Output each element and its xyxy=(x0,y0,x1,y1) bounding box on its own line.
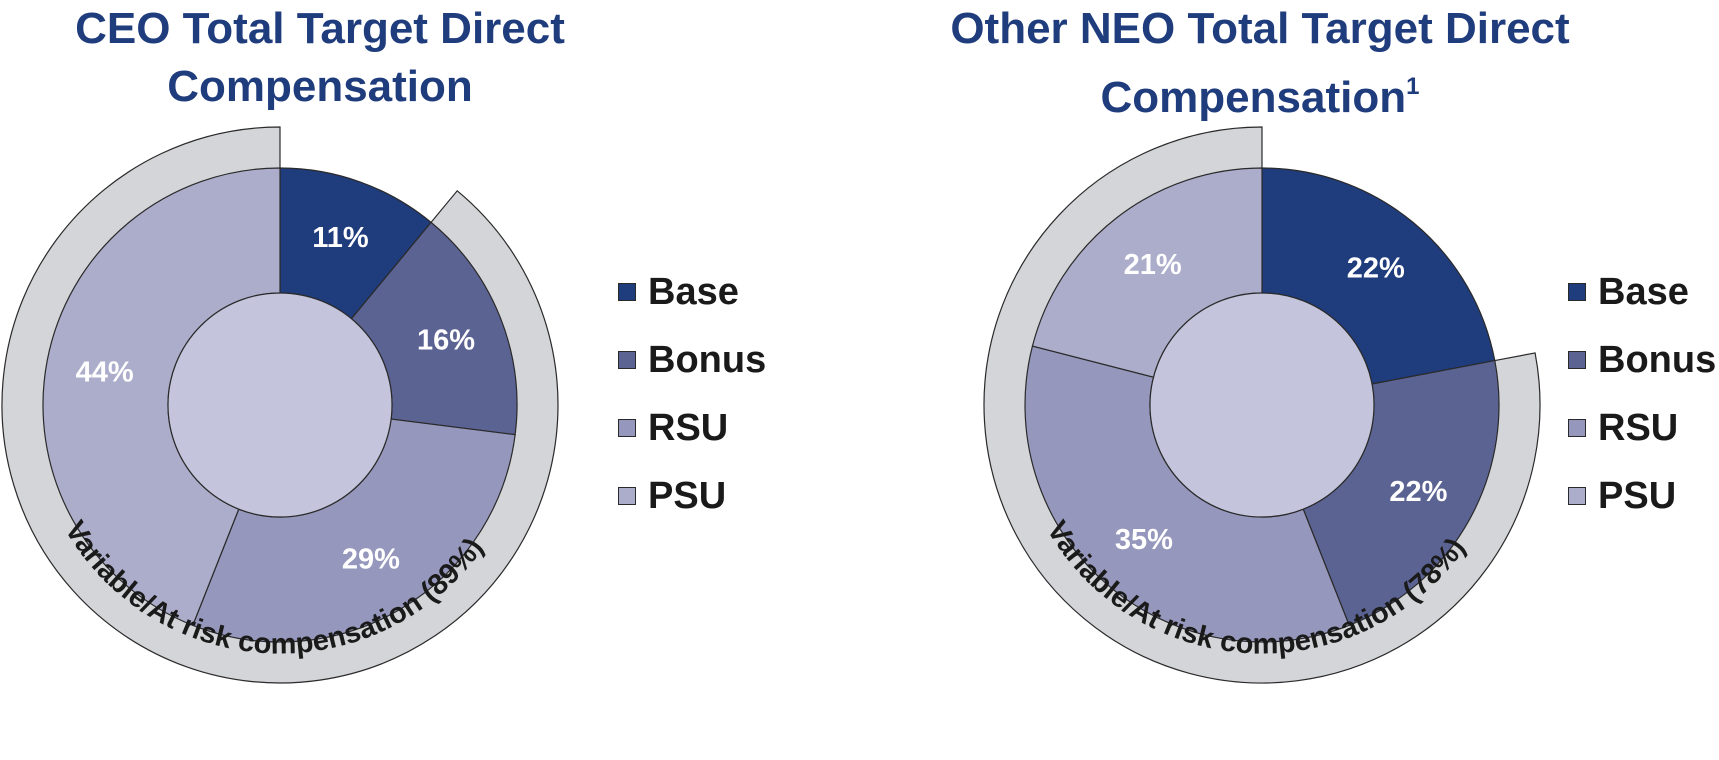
ceo-legend-label-psu: PSU xyxy=(648,474,727,517)
ceo-chart-title-text: CEO Total Target Direct Compensation xyxy=(75,4,565,111)
ceo-donut-center xyxy=(167,292,393,518)
neo-legend-swatch-psu xyxy=(1568,487,1586,505)
neo-legend-swatch-rsu xyxy=(1568,419,1586,437)
ceo-chart-panel: CEO Total Target Direct Compensation 11%… xyxy=(1,0,766,684)
ceo-value-label-base: 11% xyxy=(312,222,369,254)
neo-chart-title: Other NEO Total Target Direct Compensati… xyxy=(920,0,1600,127)
neo-chart-panel: Other NEO Total Target Direct Compensati… xyxy=(860,0,1719,760)
ceo-legend-label-rsu: RSU xyxy=(648,406,729,449)
neo-legend-label-base: Base xyxy=(1598,270,1689,313)
neo-legend-item-rsu: RSU xyxy=(1568,394,1716,462)
ceo-legend-swatch-psu xyxy=(618,487,636,505)
ceo-value-label-psu: 44% xyxy=(76,357,134,389)
neo-value-label-bonus: 22% xyxy=(1389,476,1447,508)
ceo-legend: Base Bonus RSU PSU xyxy=(618,258,766,530)
neo-chart-title-text: Other NEO Total Target Direct Compensati… xyxy=(950,4,1570,122)
ceo-donut-chart: 11%16%29%44%Variable/At risk compensatio… xyxy=(1,126,559,684)
neo-value-label-rsu: 35% xyxy=(1115,524,1173,556)
ceo-legend-item-bonus: Bonus xyxy=(618,326,766,394)
neo-donut-chart: 22%22%35%21%Variable/At risk compensatio… xyxy=(983,126,1541,684)
ceo-legend-item-base: Base xyxy=(618,258,766,326)
ceo-value-label-rsu: 29% xyxy=(342,544,400,576)
ceo-legend-swatch-bonus xyxy=(618,351,636,369)
neo-legend-label-psu: PSU xyxy=(1598,474,1677,517)
ceo-legend-label-bonus: Bonus xyxy=(648,338,767,381)
ceo-chart-title: CEO Total Target Direct Compensation xyxy=(20,0,620,116)
neo-legend-item-base: Base xyxy=(1568,258,1716,326)
neo-value-label-base: 22% xyxy=(1347,252,1405,284)
ceo-legend-label-base: Base xyxy=(648,270,739,313)
ceo-legend-item-psu: PSU xyxy=(618,462,766,530)
neo-legend-swatch-bonus xyxy=(1568,351,1586,369)
neo-legend-item-bonus: Bonus xyxy=(1568,326,1716,394)
neo-value-label-psu: 21% xyxy=(1124,249,1182,281)
neo-legend-item-psu: PSU xyxy=(1568,462,1716,530)
ceo-legend-item-rsu: RSU xyxy=(618,394,766,462)
ceo-legend-swatch-rsu xyxy=(618,419,636,437)
neo-donut-center xyxy=(1149,292,1375,518)
neo-legend-swatch-base xyxy=(1568,283,1586,301)
ceo-value-label-bonus: 16% xyxy=(417,324,475,356)
ceo-legend-swatch-base xyxy=(618,283,636,301)
neo-legend: Base Bonus RSU PSU xyxy=(1568,258,1716,530)
neo-title-footnote-marker: 1 xyxy=(1406,73,1420,100)
neo-legend-label-rsu: RSU xyxy=(1598,406,1679,449)
neo-legend-label-bonus: Bonus xyxy=(1598,338,1717,381)
